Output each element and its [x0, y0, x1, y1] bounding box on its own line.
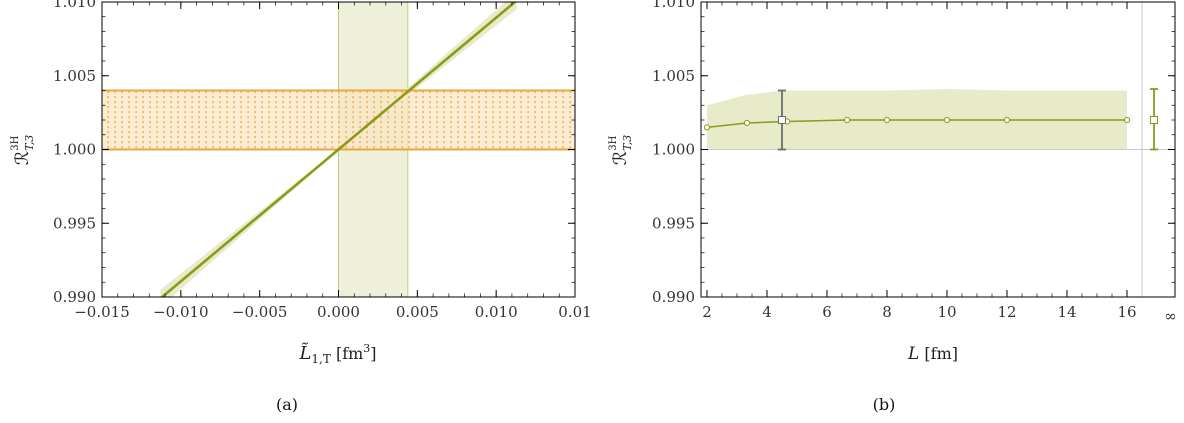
- x-tick-label-b: 14: [1057, 303, 1076, 321]
- axis-ticks-a: [101, 1, 576, 298]
- x-tick-label-b: 12: [997, 303, 1016, 321]
- y-tick-label-b: 0.995: [652, 214, 695, 232]
- infinity-point: [1150, 88, 1158, 151]
- data-point: [844, 116, 851, 124]
- x-tick-label-infinity: ∞: [1164, 307, 1177, 325]
- y-tick-label-b: 1.010: [652, 0, 695, 11]
- panel-b: 2 4 6 8 10 12 14 16 ∞ 0.9900.9951.0001.0051.010 …: [608, 0, 1177, 414]
- series-line: [706, 119, 1127, 129]
- y-axis-title-b: ℛT,33H: [608, 135, 634, 166]
- x-tick-label-b: 6: [822, 303, 832, 321]
- horizontal-band-hatching: [102, 90, 575, 150]
- x-tick-label-b: 10: [937, 303, 956, 321]
- data-point: [1003, 116, 1011, 124]
- series-points: [703, 116, 1131, 131]
- y-tick-label-b: 1.005: [652, 67, 695, 85]
- x-axis-title-a: L̃1,T [fm3]: [298, 342, 376, 366]
- x-tick-label-b: 16: [1117, 303, 1136, 321]
- gray-point: [778, 89, 786, 151]
- y-tick-label-a: 0.995: [53, 214, 96, 232]
- x-tick-label-a: −0.005: [232, 303, 288, 321]
- x-axis-title-b: L [fm]: [907, 344, 958, 364]
- x-tick-label-a: 0.01: [558, 303, 591, 321]
- data-point: [883, 116, 891, 124]
- y-axis-title-a: ℛT,33H: [10, 135, 36, 166]
- x-tick-label-b: 4: [762, 303, 772, 321]
- square-marker: [778, 116, 786, 124]
- y-tick-label-b: 0.990: [652, 288, 695, 306]
- x-tick-label-a: −0.010: [153, 303, 209, 321]
- data-point: [943, 116, 951, 124]
- axis-ticks-b: [701, 1, 1175, 298]
- data-point: [743, 119, 751, 127]
- x-tick-label-a: 0.005: [396, 303, 439, 321]
- y-tick-label-a: 1.010: [53, 0, 96, 11]
- square-marker: [1150, 116, 1158, 124]
- y-tick-label-b: 1.000: [652, 141, 695, 159]
- x-tick-label-a: −0.015: [74, 303, 130, 321]
- x-tick-label-a: 0.010: [475, 303, 518, 321]
- data-point: [1123, 116, 1131, 124]
- x-tick-labels-a: −0.015 −0.010 −0.005 0.000 0.005 0.010 0.01: [74, 303, 591, 321]
- panel-label-b: (b): [873, 395, 896, 414]
- y-tick-label-a: 0.990: [53, 288, 96, 306]
- x-tick-labels-b: 2 4 6 8 10 12 14 16 ∞: [702, 303, 1177, 325]
- y-tick-label-a: 1.005: [53, 67, 96, 85]
- fit-line: [160, 2, 517, 297]
- x-tick-label-b: 2: [702, 303, 712, 321]
- panel-a: −0.015 −0.010 −0.005 0.000 0.005 0.010 0.01 0.…: [10, 0, 592, 414]
- x-tick-label-b: 8: [882, 303, 892, 321]
- data-point: [703, 124, 711, 131]
- y-tick-label-a: 1.000: [53, 141, 96, 159]
- y-tick-labels-b: 0.990 0.995 1.000 1.005 1.010: [652, 0, 695, 306]
- y-tick-labels-a: 0.990 0.995 1.000 1.005 1.010: [53, 0, 96, 306]
- panel-label-a: (a): [276, 395, 298, 414]
- x-tick-label-a: 0.000: [317, 303, 360, 321]
